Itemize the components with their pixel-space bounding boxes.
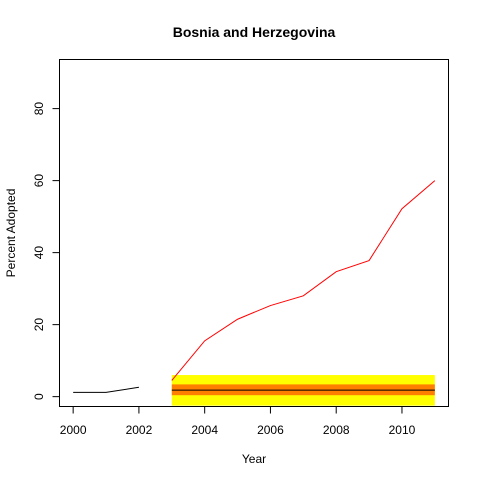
- x-tick-label-2004: 2004: [191, 423, 218, 437]
- chart-title: Bosnia and Herzegovina: [173, 24, 336, 40]
- y-axis: 0 20 40 60 80: [32, 102, 60, 400]
- y-tick-label-40: 40: [32, 246, 46, 260]
- x-tick-label-2008: 2008: [323, 423, 350, 437]
- y-tick-label-60: 60: [32, 174, 46, 188]
- y-tick-label-80: 80: [32, 102, 46, 116]
- x-tick-label-2000: 2000: [60, 423, 87, 437]
- x-tick-label-2010: 2010: [389, 423, 416, 437]
- y-tick-label-0: 0: [32, 393, 46, 400]
- x-tick-label-2002: 2002: [126, 423, 153, 437]
- x-axis: 2000 2002 2004 2006 2008 2010: [60, 406, 416, 437]
- x-tick-label-2006: 2006: [257, 423, 284, 437]
- y-tick-label-20: 20: [32, 318, 46, 332]
- series-line-1: [171, 180, 436, 381]
- series-layer: [73, 180, 436, 393]
- plot-frame: [59, 59, 449, 407]
- y-axis-label: Percent Adopted: [4, 189, 18, 278]
- series-line-0: [73, 386, 139, 393]
- x-axis-label: Year: [242, 452, 266, 466]
